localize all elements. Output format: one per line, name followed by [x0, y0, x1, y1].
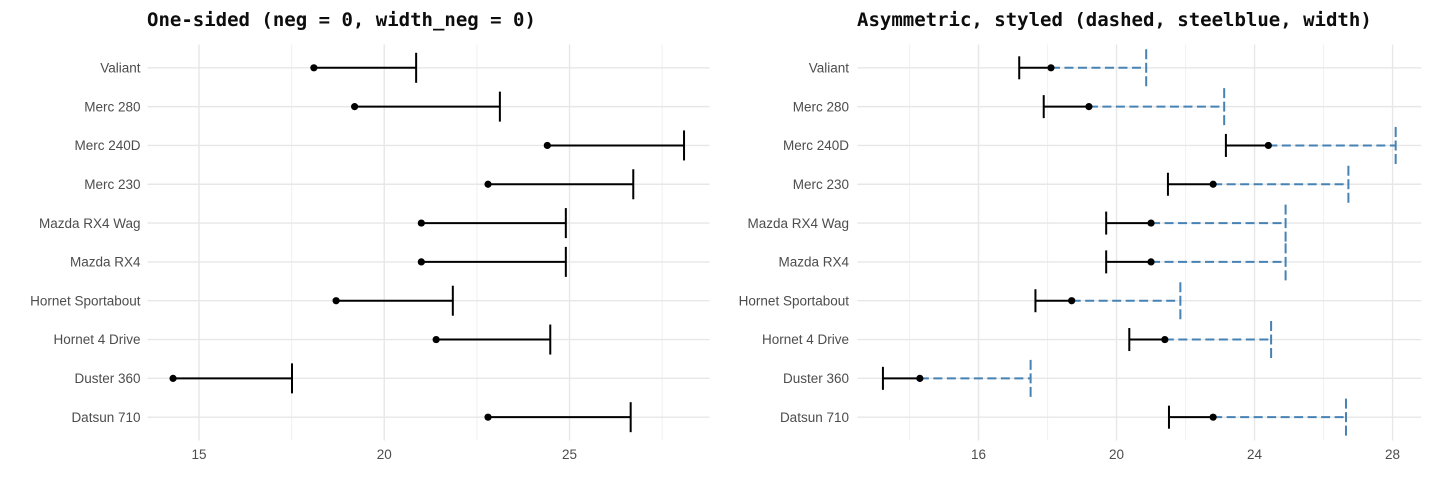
point-estimate	[543, 141, 551, 150]
errorbar-row	[351, 91, 501, 122]
point-estimate	[1147, 258, 1155, 266]
y-axis-label: Mazda RX4	[70, 255, 141, 270]
point-estimate	[1047, 64, 1055, 72]
errorbar-row	[1128, 321, 1273, 359]
chart-title-right: Asymmetric, styled (dashed, steelblue, w…	[857, 9, 1372, 31]
point-estimate	[169, 374, 177, 382]
point-estimate	[417, 258, 425, 266]
y-axis-label: Merc 230	[793, 177, 849, 192]
point-estimate	[1085, 103, 1093, 111]
y-axis-label: Valiant	[100, 61, 141, 76]
point-estimate	[1068, 297, 1076, 305]
x-axis-tick-label: 20	[1109, 447, 1124, 462]
point-estimate	[1264, 141, 1272, 150]
x-axis-tick-label: 20	[377, 447, 392, 462]
errorbar-row	[332, 285, 454, 316]
errorbar-row	[1167, 398, 1347, 436]
chart-title-left: One-sided (neg = 0, width_neg = 0)	[147, 9, 536, 31]
point-estimate	[1209, 413, 1217, 421]
x-axis-tick-label: 16	[971, 447, 986, 462]
errorbar-row	[1224, 126, 1397, 164]
point-estimate	[332, 297, 340, 305]
errorbar-row	[543, 130, 686, 161]
point-estimate	[916, 374, 924, 382]
point-estimate	[417, 219, 425, 227]
point-estimate	[1209, 180, 1217, 188]
y-axis-label: Mazda RX4 Wag	[39, 216, 141, 231]
errorbar-row	[484, 169, 635, 200]
y-axis-label: Merc 280	[84, 99, 140, 114]
y-axis-label: Hornet Sportabout	[739, 293, 850, 308]
chart-panel-left: Valiant Merc 280 Merc 240D Merc 230 Mazda RX…	[30, 44, 710, 462]
y-axis-label: Duster 360	[74, 371, 140, 386]
errorbar-row	[417, 246, 567, 277]
errorbar-row	[1105, 204, 1287, 242]
y-axis-label: Merc 240D	[74, 138, 140, 153]
y-axis-label: Datsun 710	[71, 410, 140, 425]
errorbar-row	[1105, 243, 1287, 281]
errorbar-row	[432, 324, 552, 355]
y-axis-label: Valiant	[809, 61, 850, 76]
y-axis-label: Merc 230	[84, 177, 140, 192]
point-estimate	[484, 180, 492, 188]
chart-panel-right: Valiant Merc 280 Merc 240D Merc 230 Mazda RX…	[739, 44, 1422, 462]
x-axis-tick-label: 28	[1385, 447, 1400, 462]
errorbar-row	[484, 402, 632, 433]
errorbar-row	[1166, 165, 1350, 203]
point-estimate	[484, 413, 492, 421]
point-estimate	[1147, 219, 1155, 227]
y-axis-label: Mazda RX4 Wag	[747, 216, 849, 231]
x-axis-tick-label: 15	[191, 447, 206, 462]
errorbar-row	[310, 52, 418, 83]
point-estimate	[351, 103, 359, 111]
errorbar-row	[1018, 49, 1148, 87]
errorbar-row	[881, 359, 1032, 397]
x-axis-tick-label: 25	[562, 447, 577, 462]
point-estimate	[432, 335, 440, 344]
errorbar-row	[1034, 282, 1182, 320]
y-axis-label: Hornet Sportabout	[30, 293, 141, 308]
y-axis-label: Duster 360	[783, 371, 849, 386]
point-estimate	[310, 64, 318, 72]
y-axis-label: Merc 240D	[783, 138, 849, 153]
y-axis-label: Merc 280	[793, 99, 849, 114]
y-axis-label: Datsun 710	[780, 410, 849, 425]
y-axis-label: Mazda RX4	[778, 255, 849, 270]
y-axis-label: Hornet 4 Drive	[53, 332, 140, 347]
errorbar-row	[169, 363, 294, 394]
x-axis-tick-label: 24	[1247, 447, 1263, 462]
point-estimate	[1161, 335, 1169, 344]
errorbar-row	[417, 208, 567, 239]
y-axis-label: Hornet 4 Drive	[762, 332, 849, 347]
errorbar-row	[1042, 88, 1226, 126]
